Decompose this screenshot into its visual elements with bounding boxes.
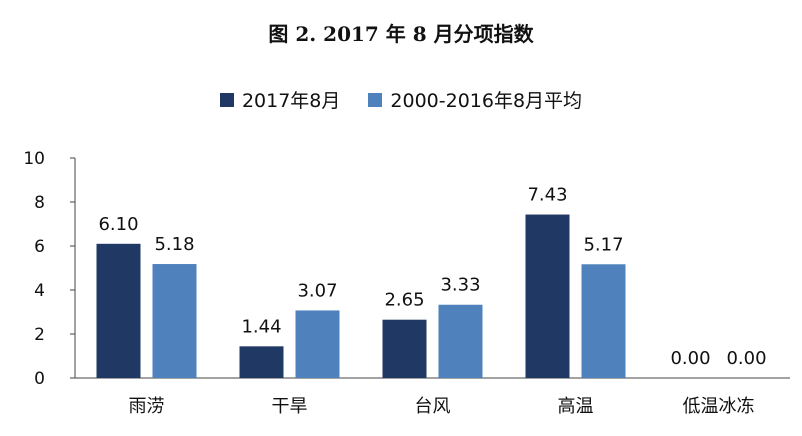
data-label-series-1-3: 2.65 [384, 290, 424, 311]
chart-title: 图 2. 2017 年 8 月分项指数 [268, 22, 534, 46]
data-label-series-2-4: 5.17 [583, 234, 623, 255]
y-tick-label: 6 [34, 237, 45, 257]
data-label-series-1-2: 1.44 [241, 316, 281, 337]
data-label-series-1-1: 6.10 [98, 214, 138, 235]
legend-item-series-2: 2000-2016年8月平均 [368, 86, 582, 113]
data-label-series-1-4: 7.43 [527, 185, 567, 206]
bar-series-1-1 [96, 243, 141, 378]
data-label-series-2-5: 0.00 [726, 348, 766, 369]
category-label-5: 低温冰冻 [683, 396, 755, 417]
y-tick-label: 10 [23, 149, 45, 169]
legend: 2017年8月 2000-2016年8月平均 [0, 86, 802, 113]
bar-series-2-3 [438, 304, 483, 378]
category-label-4: 高温 [558, 396, 594, 417]
data-label-series-2-2: 3.07 [297, 280, 337, 301]
y-tick-label: 4 [34, 281, 45, 301]
category-label-1: 雨涝 [129, 396, 165, 417]
legend-label-series-2: 2000-2016年8月平均 [390, 90, 583, 112]
category-label-2: 干旱 [272, 396, 308, 417]
legend-item-series-1: 2017年8月 [219, 86, 341, 113]
bar-series-2-1 [152, 264, 197, 378]
bar-series-1-2 [239, 346, 284, 378]
data-label-series-2-1: 5.18 [154, 234, 194, 255]
bar-series-1-4 [525, 214, 570, 378]
bar-series-2-4 [581, 264, 626, 378]
data-label-series-2-3: 3.33 [440, 275, 480, 296]
data-label-series-1-5: 0.00 [670, 348, 710, 369]
y-tick-label: 2 [34, 325, 45, 345]
legend-swatch-series-1 [219, 92, 234, 107]
y-tick-label: 8 [34, 193, 45, 213]
legend-label-series-1: 2017年8月 [241, 90, 341, 112]
bar-series-2-2 [295, 310, 340, 378]
category-label-3: 台风 [415, 396, 451, 417]
legend-swatch-series-2 [368, 92, 383, 107]
y-tick-label: 0 [34, 369, 45, 389]
bar-series-1-3 [382, 319, 427, 378]
